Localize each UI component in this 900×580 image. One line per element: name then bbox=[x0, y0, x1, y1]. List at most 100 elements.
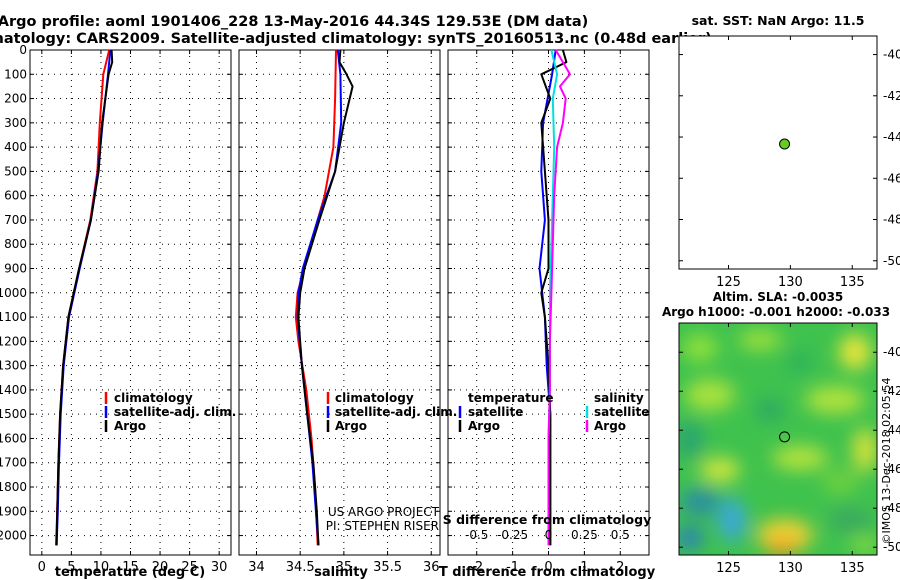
x-tick-label: 0 bbox=[544, 560, 552, 575]
x-tick-label: 0 bbox=[38, 560, 46, 575]
difference-xlabel: T difference from climatology bbox=[439, 565, 656, 580]
series-line-argo bbox=[55, 49, 114, 546]
x-tick-label: 34.5 bbox=[286, 560, 315, 575]
difference-legend: temperature salinity satellite Argo sate… bbox=[458, 391, 649, 433]
legend-label-t-satellite: satellite bbox=[468, 405, 523, 419]
difference-grid bbox=[448, 49, 649, 555]
x-tick-label: 125 bbox=[716, 275, 741, 290]
x-tick-label: 15 bbox=[122, 560, 139, 575]
legend-label-argo: Argo bbox=[335, 419, 367, 433]
temperature-xlabel: temperature (deg C) bbox=[55, 565, 205, 580]
salinity-lines bbox=[294, 49, 354, 546]
y-tick-label: -50 bbox=[883, 540, 900, 554]
y-tick-label: 800 bbox=[4, 237, 27, 251]
x-tick-label: 1 bbox=[580, 560, 588, 575]
x-tick-label: 135 bbox=[840, 561, 865, 576]
x-tick-label: 36 bbox=[423, 560, 440, 575]
series-line-argo bbox=[547, 49, 571, 546]
y-tick-label: 700 bbox=[4, 213, 27, 227]
title-line-2: Climatology: CARS2009. Satellite-adjuste… bbox=[0, 31, 712, 47]
y-tick-label: 900 bbox=[4, 262, 27, 276]
x-tick-label: 35.5 bbox=[373, 560, 402, 575]
y-tick-label: 200 bbox=[4, 92, 27, 106]
x-tick-label: 35 bbox=[336, 560, 353, 575]
y-tick-label: -46 bbox=[883, 171, 900, 185]
location-map-box bbox=[678, 35, 878, 270]
location-map-ticks: 125 130 135 -40 -42 -44 -46 -48 -50 bbox=[679, 36, 900, 290]
y-tick-label: 1500 bbox=[0, 407, 27, 421]
altimetry-map-ticks: 125 130 135 -40 -42 -44 -46 -48 -50 bbox=[679, 323, 900, 576]
x-tick-label: -1 bbox=[506, 560, 519, 575]
legend-label-s-argo: Argo bbox=[594, 419, 626, 433]
x-tick-label: 30 bbox=[211, 560, 228, 575]
top-x-tick-label: 0.5 bbox=[611, 528, 630, 542]
salinity-grid bbox=[239, 49, 440, 555]
x-tick-label: -2 bbox=[470, 560, 483, 575]
y-tick-label: -44 bbox=[883, 423, 900, 437]
legend-label-argo: Argo bbox=[114, 419, 146, 433]
salinity-panel: 34 34.5 35 35.5 36 climatology satellite-adj… bbox=[238, 49, 457, 580]
temperature-legend: climatology satellite-adj. clim. Argo bbox=[104, 391, 236, 433]
y-tick-label: 500 bbox=[4, 164, 27, 178]
salinity-legend: climatology satellite-adj. clim. Argo bbox=[326, 391, 457, 433]
y-tick-label: -46 bbox=[883, 462, 900, 476]
difference-lines bbox=[538, 49, 571, 546]
credit-line-2: PI: STEPHEN RISER bbox=[326, 519, 439, 533]
series-line-argo bbox=[540, 49, 568, 546]
difference-top-xlabel: S difference from climatology bbox=[443, 512, 652, 527]
difference-ticks: -2 -1 0 1 2 -0.5 -0.25 0 0.25 0.5 bbox=[448, 49, 649, 575]
legend-label-climatology: climatology bbox=[114, 391, 193, 405]
y-tick-label: 1400 bbox=[0, 383, 27, 397]
top-x-tick-label: -0.25 bbox=[497, 528, 528, 542]
series-line-argo bbox=[297, 49, 354, 546]
x-tick-label: 135 bbox=[840, 275, 865, 290]
salinity-ticks: 34 34.5 35 35.5 36 bbox=[239, 49, 440, 575]
y-tick-label: 1700 bbox=[0, 456, 27, 470]
y-tick-label: 1600 bbox=[0, 431, 27, 445]
altimetry-heatmap bbox=[679, 323, 877, 555]
altimetry-map-box bbox=[678, 322, 878, 556]
legend-label-t-argo: Argo bbox=[468, 419, 500, 433]
y-tick-label: -48 bbox=[883, 213, 900, 227]
top-x-tick-label: 0.25 bbox=[571, 528, 598, 542]
legend-title-temperature: temperature bbox=[468, 391, 553, 405]
x-tick-label: 5 bbox=[67, 560, 75, 575]
altimetry-title-2: Argo h1000: -0.001 h2000: -0.033 bbox=[662, 305, 890, 319]
location-map-title: sat. SST: NaN Argo: 11.5 bbox=[692, 13, 865, 28]
x-tick-label: 125 bbox=[716, 561, 741, 576]
temperature-lines bbox=[55, 49, 114, 546]
y-tick-label: 1900 bbox=[0, 504, 27, 518]
y-tick-label: 1800 bbox=[0, 480, 27, 494]
imos-credit: ©IMOS 13-Dec-2018 02:05:54 bbox=[880, 378, 893, 545]
y-tick-label: 600 bbox=[4, 189, 27, 203]
legend-label-climatology: climatology bbox=[335, 391, 414, 405]
y-tick-label: 2000 bbox=[0, 529, 27, 543]
y-tick-label: 1000 bbox=[0, 286, 27, 300]
x-tick-label: 20 bbox=[152, 560, 169, 575]
top-x-tick-label: 0 bbox=[545, 528, 553, 542]
location-map-points bbox=[779, 138, 791, 150]
y-tick-label: 300 bbox=[4, 116, 27, 130]
temperature-ticks: 0100200300400500600700800900100011001200… bbox=[0, 43, 231, 575]
credit-line-1: US ARGO PROJECT bbox=[328, 505, 440, 519]
y-tick-label: 1300 bbox=[0, 359, 27, 373]
x-tick-label: 130 bbox=[778, 275, 803, 290]
y-tick-label: -42 bbox=[883, 89, 900, 103]
x-tick-label: 130 bbox=[778, 561, 803, 576]
series-line-climatology bbox=[294, 49, 337, 546]
legend-title-salinity: salinity bbox=[594, 391, 644, 405]
legend-label-satellite: satellite-adj. clim. bbox=[114, 405, 236, 419]
altimetry-map: Altim. SLA: -0.0035 Argo h1000: -0.001 h… bbox=[662, 290, 900, 576]
y-tick-label: -48 bbox=[883, 501, 900, 515]
y-tick-label: -42 bbox=[883, 384, 900, 398]
y-tick-label: -44 bbox=[883, 130, 900, 144]
x-tick-label: 10 bbox=[93, 560, 110, 575]
y-tick-label: -40 bbox=[883, 48, 900, 62]
y-tick-label: -50 bbox=[883, 254, 900, 268]
temperature-panel: 0100200300400500600700800900100011001200… bbox=[0, 43, 236, 580]
profile-location-marker bbox=[779, 431, 791, 443]
y-tick-label: 1100 bbox=[0, 310, 27, 324]
x-tick-label: 34 bbox=[248, 560, 265, 575]
profile-location-marker bbox=[779, 138, 791, 150]
